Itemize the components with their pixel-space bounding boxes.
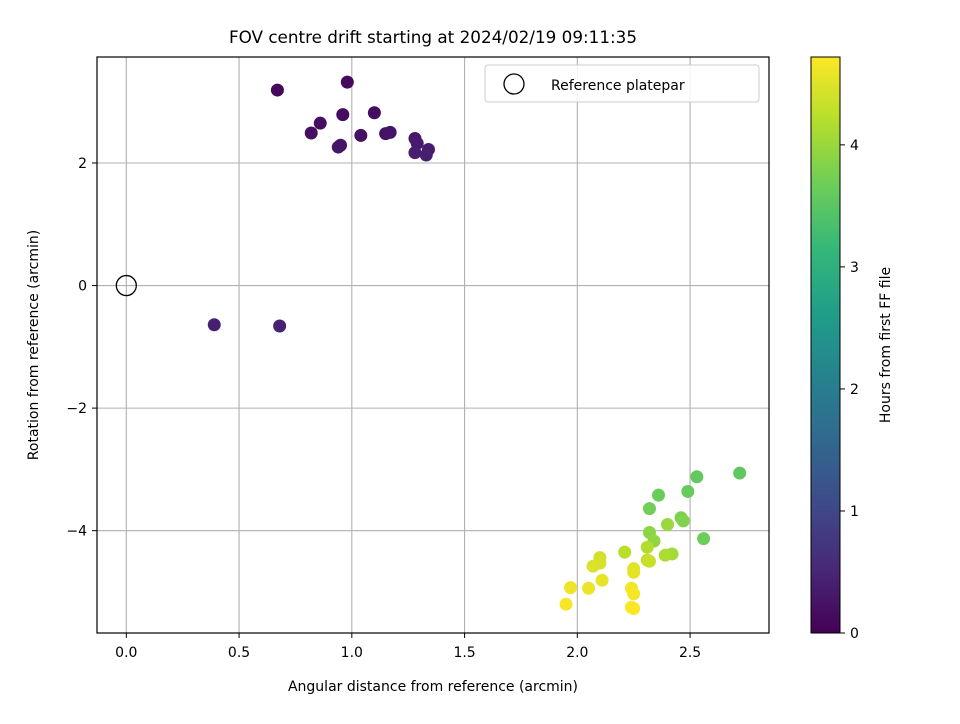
- data-point: [273, 319, 287, 333]
- x-axis-label: Angular distance from reference (arcmin): [288, 679, 578, 695]
- x-tick-label: 1.0: [341, 645, 363, 661]
- colorbar-tick-label: 2: [850, 382, 859, 398]
- data-point: [652, 488, 666, 502]
- y-tick-label: 2: [78, 156, 87, 172]
- data-point: [681, 484, 695, 498]
- data-point: [354, 128, 368, 142]
- x-tick-label: 2.0: [566, 645, 588, 661]
- chart-title: FOV centre drift starting at 2024/02/19 …: [229, 27, 637, 47]
- reference-point-marker: [115, 274, 137, 297]
- data-point: [559, 597, 573, 611]
- colorbar-tick-label: 4: [850, 138, 859, 154]
- data-point: [627, 601, 641, 615]
- data-point: [408, 146, 422, 160]
- x-tick-label: 0.0: [115, 645, 137, 661]
- legend-label-reference: Reference platepar: [551, 78, 685, 94]
- plot-area: [97, 57, 769, 633]
- colorbar-tick-label: 3: [850, 260, 859, 276]
- y-tick-label: 0: [78, 279, 87, 295]
- reference-layer: [115, 274, 137, 297]
- colorbar: 0 1 2 3 4 Hours from first FF file: [810, 56, 894, 642]
- y-tick-label: −4: [66, 524, 87, 540]
- y-axis-label: Rotation from reference (arcmin): [26, 230, 42, 460]
- data-point: [661, 518, 675, 532]
- x-tick-label: 1.5: [453, 645, 475, 661]
- data-point: [304, 126, 318, 140]
- colorbar-gradient: [810, 56, 841, 634]
- grid: [97, 57, 769, 633]
- data-point: [733, 466, 747, 480]
- data-point: [658, 548, 672, 562]
- colorbar-tick-label: 0: [850, 626, 859, 642]
- data-point: [676, 514, 690, 528]
- data-point: [642, 554, 656, 568]
- data-point: [367, 106, 381, 120]
- colorbar-label: Hours from first FF file: [878, 267, 894, 423]
- colorbar-tick-label: 1: [850, 504, 859, 520]
- data-point: [618, 545, 632, 559]
- y-tick-label: −2: [66, 401, 87, 417]
- y-axis-ticks: −4 −2 0 2: [66, 156, 97, 540]
- x-tick-label: 0.5: [228, 645, 250, 661]
- legend-box: [484, 64, 760, 103]
- data-point: [586, 559, 600, 573]
- legend: Reference platepar: [484, 64, 760, 103]
- data-point: [270, 83, 284, 97]
- data-point: [313, 116, 327, 130]
- data-point: [207, 318, 221, 332]
- plot-frame: [96, 56, 770, 634]
- data-point: [336, 108, 350, 122]
- data-point: [595, 573, 609, 587]
- scatter-points: [207, 75, 747, 615]
- data-point: [642, 502, 656, 516]
- legend-marker-open-circle: [503, 73, 525, 95]
- data-point: [627, 565, 641, 579]
- data-point: [383, 125, 397, 139]
- data-point: [331, 140, 345, 154]
- data-point: [697, 532, 711, 546]
- x-axis-ticks: 0.0 0.5 1.0 1.5 2.0 2.5: [115, 633, 701, 661]
- data-point: [582, 581, 596, 595]
- data-point: [640, 540, 654, 554]
- data-point: [690, 470, 704, 484]
- x-tick-label: 2.5: [679, 645, 701, 661]
- data-point: [419, 148, 433, 162]
- colorbar-ticks: 0 1 2 3 4: [840, 138, 859, 642]
- data-point: [627, 587, 641, 601]
- data-point: [340, 75, 354, 89]
- data-point: [564, 581, 578, 595]
